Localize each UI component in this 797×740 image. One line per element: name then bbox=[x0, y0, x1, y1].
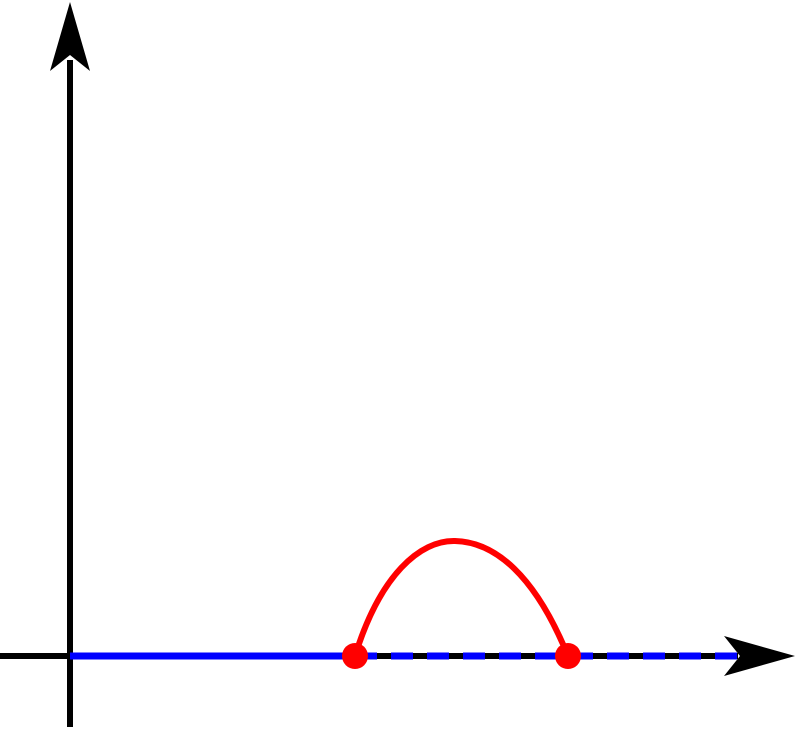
red-arc-curve bbox=[352, 537, 571, 659]
left-endpoint-marker bbox=[342, 643, 368, 669]
right-endpoint-marker bbox=[555, 643, 581, 669]
x-axis-arrowhead bbox=[724, 636, 795, 676]
y-axis-arrowhead bbox=[50, 2, 90, 71]
